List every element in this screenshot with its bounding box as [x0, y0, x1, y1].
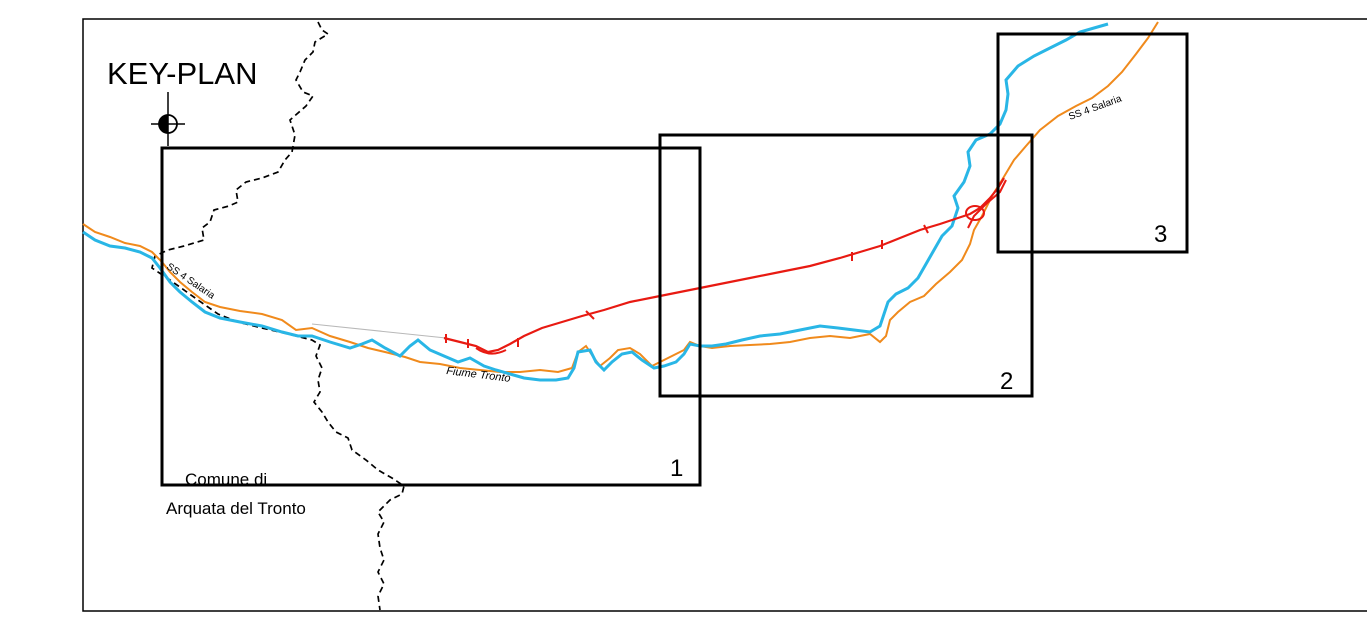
map-frame — [82, 18, 1367, 612]
river-fiume-tronto — [82, 22, 1109, 382]
road-label-east: SS 4 Salaria — [1067, 93, 1123, 122]
junction-marker — [965, 205, 985, 221]
project-route — [443, 177, 1007, 355]
sheet-number-1: 1 — [670, 455, 683, 482]
municipal-boundary — [151, 21, 405, 611]
sheet-frame-1 — [160, 146, 702, 487]
comune-label-line1: Comune di — [185, 470, 267, 489]
sheet-frame-2 — [658, 133, 1034, 398]
north-arrow-icon — [151, 92, 185, 146]
key-plan-title: KEY-PLAN — [107, 56, 258, 91]
sheet-frame-3 — [996, 32, 1189, 254]
river-label: Fiume Tronto — [446, 365, 512, 385]
comune-label-line2: Arquata del Tronto — [166, 499, 306, 518]
sheet-number-3: 3 — [1154, 221, 1167, 248]
sheet-number-2: 2 — [1000, 368, 1013, 395]
tunnel-connector — [311, 323, 447, 339]
